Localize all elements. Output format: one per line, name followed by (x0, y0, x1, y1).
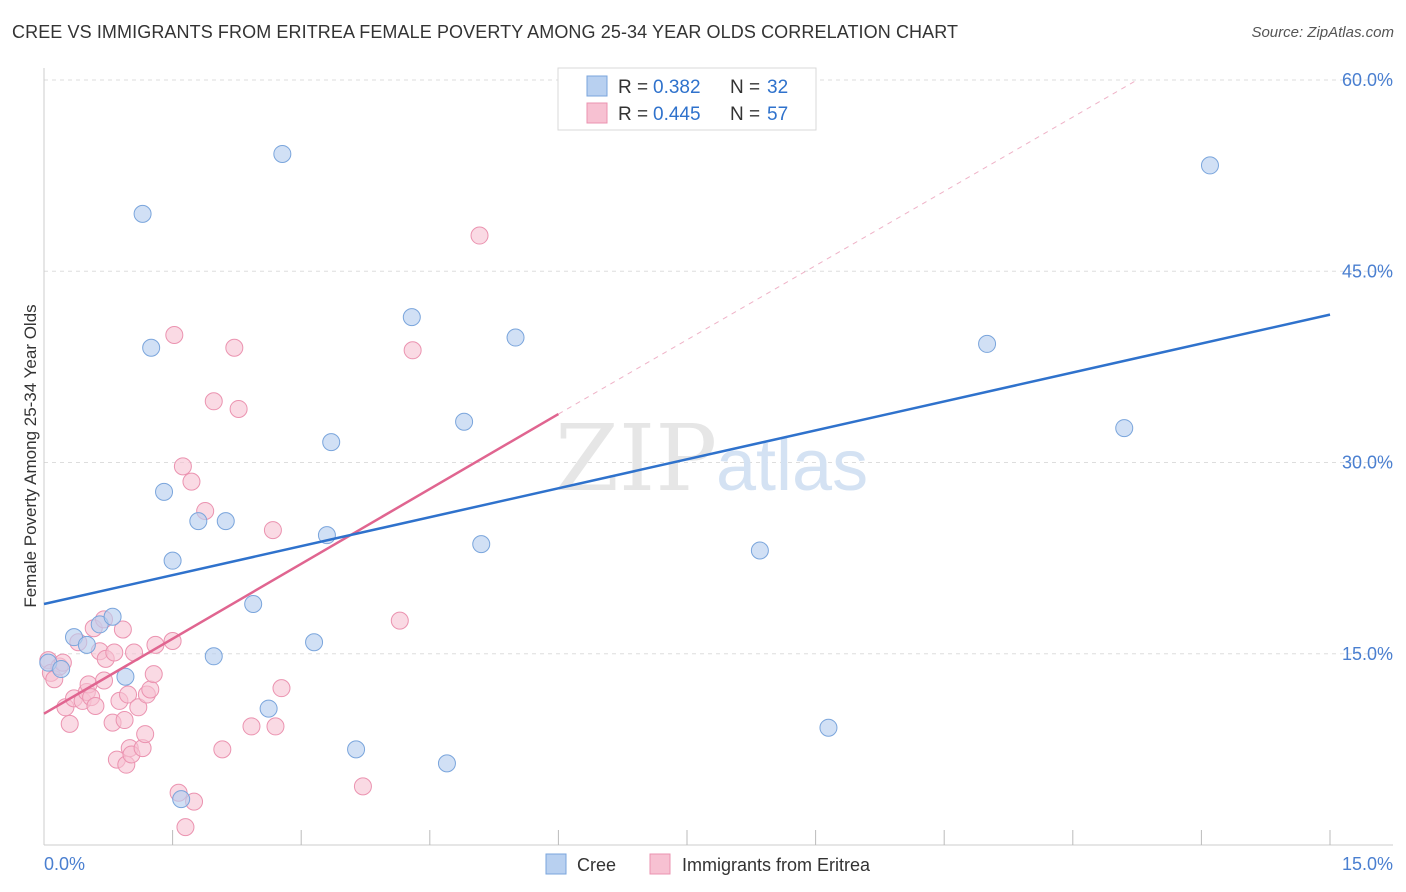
trend-lines (43, 79, 1331, 715)
legend-cree-swatch (586, 75, 608, 97)
eritrea-point (263, 521, 282, 540)
eritrea-point (229, 399, 248, 418)
eritrea-point (141, 680, 160, 699)
series-cree-points (39, 144, 1219, 809)
cree-point (273, 144, 292, 163)
legend-bottom-cree-label: Cree (577, 855, 616, 875)
legend-eritrea-r-label: R = (618, 104, 648, 125)
watermark-atlas: atlas (716, 426, 868, 506)
cree-point (77, 635, 96, 654)
eritrea-point (176, 818, 195, 837)
cree-trend-line (43, 313, 1331, 606)
cree-point (103, 607, 122, 626)
cree-point (347, 740, 366, 759)
legend-cree-n-label: N = (730, 77, 760, 98)
cree-point (259, 699, 278, 718)
eritrea-point (213, 740, 232, 759)
legend-bottom-cree-swatch (545, 853, 567, 875)
cree-point (244, 595, 263, 614)
y-axis-tick-labels: 15.0% 30.0% 45.0% 60.0% (1342, 70, 1393, 664)
eritrea-point (272, 679, 291, 698)
eritrea-point (115, 711, 134, 730)
cree-point (172, 790, 191, 809)
correlation-legend: R = 0.382 N = 32 R = 0.445 N = 57 (557, 67, 817, 131)
y-tick-label: 30.0% (1342, 453, 1393, 473)
cree-point (163, 551, 182, 570)
eritrea-point (470, 226, 489, 245)
eritrea-point (242, 717, 261, 736)
cree-point (52, 660, 71, 679)
eritrea-trend-extension (558, 79, 1138, 415)
cree-point (133, 204, 152, 223)
x-tick-label-max: 15.0% (1342, 854, 1393, 874)
eritrea-point (86, 697, 105, 716)
watermark: ZIP atlas (555, 405, 868, 512)
legend-cree-n-value: 32 (767, 77, 788, 98)
cree-point (750, 541, 769, 560)
eritrea-point (173, 457, 192, 476)
x-tick-label-min: 0.0% (44, 854, 85, 874)
gridlines (44, 79, 1393, 655)
y-tick-label: 45.0% (1342, 261, 1393, 281)
legend-eritrea-n-label: N = (730, 104, 760, 125)
y-tick-label: 60.0% (1342, 70, 1393, 90)
cree-point (472, 535, 491, 554)
eritrea-point (266, 717, 285, 736)
cree-point (1200, 156, 1219, 175)
eritrea-point (105, 643, 124, 662)
cree-point (216, 512, 235, 531)
cree-point (506, 328, 525, 347)
series-eritrea-points (39, 226, 489, 837)
eritrea-point (129, 698, 148, 717)
eritrea-point (390, 611, 409, 630)
eritrea-point (403, 341, 422, 360)
eritrea-point (119, 685, 138, 704)
cree-point (1115, 419, 1134, 438)
eritrea-point (136, 725, 155, 744)
series-legend: Cree Immigrants from Eritrea (545, 853, 871, 875)
y-tick-label: 15.0% (1342, 644, 1393, 664)
cree-point (116, 667, 135, 686)
eritrea-trend-line (43, 412, 560, 715)
eritrea-point (60, 714, 79, 733)
y-axis-label: Female Poverty Among 25-34 Year Olds (21, 304, 40, 607)
cree-point (189, 512, 208, 531)
cree-point (437, 754, 456, 773)
eritrea-point (113, 620, 132, 639)
legend-eritrea-swatch (586, 102, 608, 124)
cree-point (142, 338, 161, 357)
cree-point (455, 412, 474, 431)
eritrea-point (204, 392, 223, 411)
eritrea-point (144, 665, 163, 684)
cree-point (305, 633, 324, 652)
legend-bottom-eritrea-label: Immigrants from Eritrea (682, 855, 871, 875)
legend-eritrea-r-value: 0.445 (653, 104, 701, 125)
legend-bottom-eritrea-swatch (649, 853, 671, 875)
cree-point (204, 647, 223, 666)
cree-point (978, 334, 997, 353)
cree-point (819, 718, 838, 737)
cree-point (155, 482, 174, 501)
eritrea-point (182, 472, 201, 491)
x-axis-ticks (43, 68, 1393, 846)
source-label: Source: ZipAtlas.com (1251, 24, 1394, 41)
eritrea-point (165, 326, 184, 344)
legend-cree-r-value: 0.382 (653, 77, 701, 98)
chart-title: CREE VS IMMIGRANTS FROM ERITREA FEMALE P… (12, 22, 959, 42)
legend-cree-r-label: R = (618, 77, 648, 98)
eritrea-point (353, 777, 372, 796)
cree-point (402, 308, 421, 327)
cree-point (322, 433, 341, 452)
legend-eritrea-n-value: 57 (767, 104, 788, 125)
eritrea-point (225, 338, 244, 357)
